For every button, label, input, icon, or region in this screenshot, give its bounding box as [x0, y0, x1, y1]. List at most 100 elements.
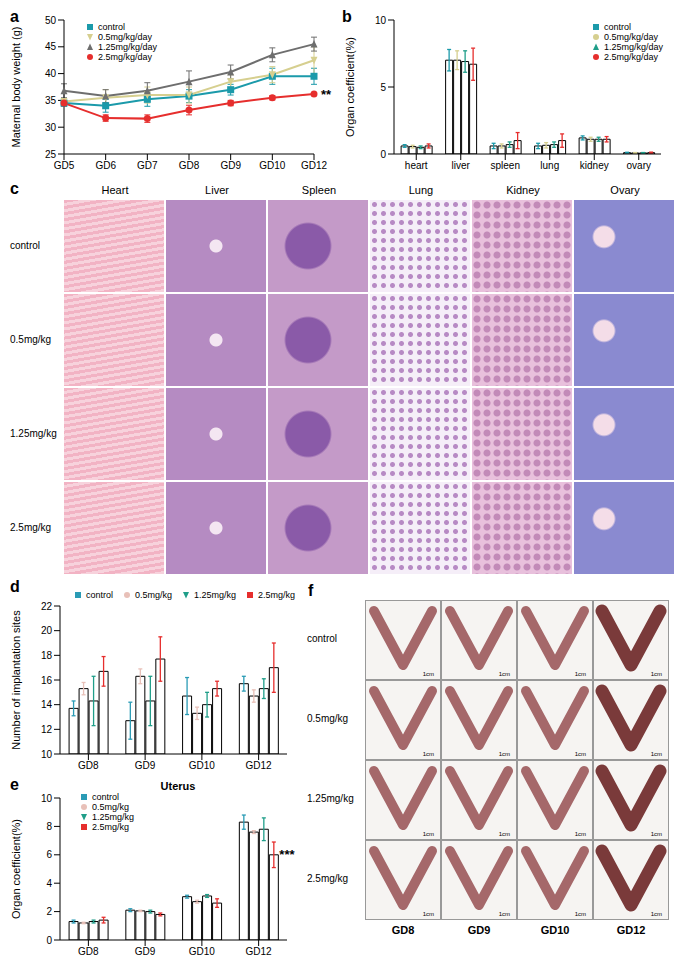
svg-text:50: 50	[45, 15, 57, 26]
svg-text:1cm: 1cm	[575, 751, 586, 757]
svg-text:GD9: GD9	[135, 760, 156, 771]
svg-text:1cm: 1cm	[651, 831, 662, 837]
svg-text:45: 45	[45, 41, 57, 52]
html-text:1.25mg/kg/day: 1.25mg/kg/day	[604, 42, 663, 52]
svg-text:GD7: GD7	[137, 160, 158, 171]
svg-text:1cm: 1cm	[651, 911, 662, 917]
svg-text:30: 30	[45, 122, 57, 133]
svg-text:5: 5	[380, 82, 386, 93]
svg-text:GD6: GD6	[95, 160, 116, 171]
html-text:Uterus: Uterus	[160, 780, 196, 792]
html-text:d: d	[10, 578, 20, 595]
svg-text:1cm: 1cm	[423, 671, 434, 677]
html-text:2.5mg/kg: 2.5mg/kg	[10, 522, 52, 533]
html-text:GD12: GD12	[616, 924, 646, 936]
svg-text:1cm: 1cm	[575, 911, 586, 917]
html-text:control: control	[307, 633, 337, 644]
svg-text:1cm: 1cm	[423, 831, 434, 837]
svg-text:kidney: kidney	[580, 160, 609, 171]
svg-text:1cm: 1cm	[651, 671, 662, 677]
svg-text:8: 8	[46, 821, 52, 832]
svg-text:heart: heart	[405, 160, 428, 171]
svg-text:GD12: GD12	[246, 946, 273, 957]
svg-text:Organ coefficient(%): Organ coefficient(%)	[10, 819, 22, 919]
html-text:Liver: Liver	[205, 184, 229, 196]
html-text:Lung: Lung	[408, 184, 434, 196]
svg-text:10: 10	[375, 15, 387, 26]
svg-text:1cm: 1cm	[651, 751, 662, 757]
html-text:0.5mg/kg: 0.5mg/kg	[307, 713, 349, 724]
html-text:0.5mg/kg: 0.5mg/kg	[92, 802, 129, 812]
svg-text:6: 6	[46, 849, 52, 860]
html-text:2.5mg/kg/day: 2.5mg/kg/day	[604, 52, 658, 62]
svg-text:4: 4	[46, 878, 52, 889]
svg-text:20: 20	[41, 625, 53, 636]
svg-text:**: **	[321, 87, 332, 102]
svg-text:1cm: 1cm	[423, 751, 434, 757]
html-text:Ovary: Ovary	[610, 184, 640, 196]
svg-text:liver: liver	[452, 160, 471, 171]
svg-text:1cm: 1cm	[423, 911, 434, 917]
svg-text:22: 22	[41, 601, 53, 612]
html-text:0.5mg/kg: 0.5mg/kg	[135, 590, 172, 600]
svg-text:1cm: 1cm	[499, 671, 510, 677]
svg-text:2: 2	[46, 906, 52, 917]
html-text:2.5mg/kg/day: 2.5mg/kg/day	[98, 52, 152, 62]
html-text:1.25mg/kg: 1.25mg/kg	[307, 793, 354, 804]
html-text:0.5mg/kg/day: 0.5mg/kg/day	[604, 32, 658, 42]
html-text:control: control	[98, 22, 125, 32]
html-text:control: control	[86, 590, 113, 600]
svg-text:16: 16	[41, 675, 53, 686]
svg-text:GD10: GD10	[259, 160, 286, 171]
svg-text:14: 14	[41, 699, 53, 710]
html-text:GD9: GD9	[467, 924, 491, 936]
svg-text:12: 12	[41, 724, 53, 735]
svg-text:GD10: GD10	[189, 946, 216, 957]
svg-text:10: 10	[41, 749, 53, 760]
svg-text:0: 0	[46, 935, 52, 946]
svg-text:25: 25	[45, 149, 57, 160]
svg-text:GD10: GD10	[189, 760, 216, 771]
svg-text:1cm: 1cm	[499, 751, 510, 757]
html-text:1.25mg/kg: 1.25mg/kg	[10, 428, 57, 439]
svg-text:1cm: 1cm	[499, 831, 510, 837]
svg-text:spleen: spleen	[491, 160, 520, 171]
svg-text:lung: lung	[540, 160, 559, 171]
svg-text:35: 35	[45, 95, 57, 106]
html-text:1.25mg/kg: 1.25mg/kg	[194, 590, 237, 600]
html-text:b: b	[342, 8, 352, 25]
svg-text:0: 0	[380, 149, 386, 160]
html-text:GD10: GD10	[540, 924, 570, 936]
html-text:2.5mg/kg: 2.5mg/kg	[258, 590, 296, 600]
svg-text:GD9: GD9	[220, 160, 241, 171]
svg-text:GD12: GD12	[246, 760, 273, 771]
html-text:0.5mg/kg: 0.5mg/kg	[10, 334, 52, 345]
svg-text:Number of implantation sites: Number of implantation sites	[10, 610, 22, 750]
svg-text:GD8: GD8	[78, 946, 99, 957]
html-text:2.5mg/kg: 2.5mg/kg	[307, 873, 349, 884]
svg-text:1cm: 1cm	[575, 671, 586, 677]
html-text:Kidney: Kidney	[506, 184, 540, 196]
svg-text:Maternal body weight (g): Maternal body weight (g)	[10, 26, 22, 147]
svg-text:40: 40	[45, 68, 57, 79]
svg-text:GD8: GD8	[179, 160, 200, 171]
svg-text:18: 18	[41, 650, 53, 661]
svg-text:***: ***	[279, 847, 295, 862]
svg-text:GD5: GD5	[54, 160, 75, 171]
html-text:control: control	[604, 22, 631, 32]
svg-text:GD9: GD9	[135, 946, 156, 957]
html-text:Heart: Heart	[101, 184, 129, 196]
svg-text:ovary: ovary	[627, 160, 651, 171]
svg-text:10: 10	[41, 793, 53, 804]
svg-text:GD8: GD8	[78, 760, 99, 771]
html-text:Spleen: Spleen	[301, 184, 337, 196]
svg-text:1cm: 1cm	[575, 831, 586, 837]
svg-text:1cm: 1cm	[499, 911, 510, 917]
html-text:control: control	[92, 792, 119, 802]
html-text:1.25mg/kg/day: 1.25mg/kg/day	[98, 42, 157, 52]
svg-text:Organ coefficient(%): Organ coefficient(%)	[344, 37, 356, 137]
svg-text:GD12: GD12	[301, 160, 328, 171]
html-text:0.5mg/kg/day: 0.5mg/kg/day	[98, 32, 152, 42]
html-text:GD8: GD8	[391, 924, 415, 936]
html-text:control: control	[10, 240, 40, 251]
